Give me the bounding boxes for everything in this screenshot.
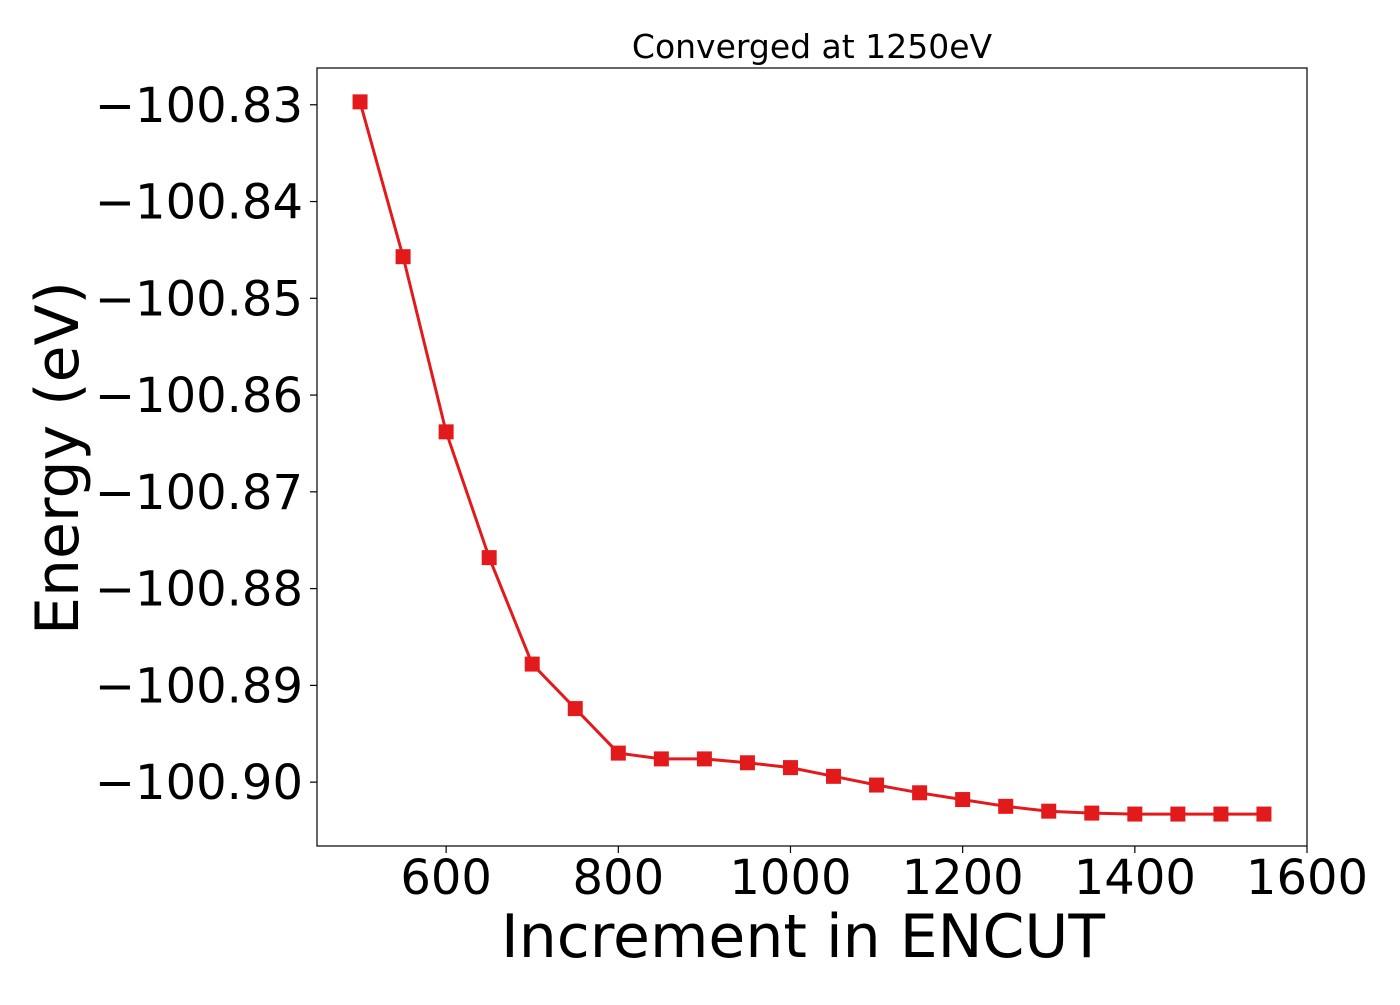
data-point <box>998 798 1014 814</box>
y-tick-label: −100.89 <box>95 658 303 714</box>
x-tick-label: 1000 <box>729 850 851 906</box>
data-point <box>869 777 885 793</box>
data-point <box>955 792 971 808</box>
y-tick-label: −100.88 <box>95 562 303 618</box>
y-axis-label: Energy (eV) <box>23 281 93 635</box>
data-point <box>567 701 583 717</box>
y-tick-label: −100.87 <box>95 465 303 521</box>
data-point <box>1170 806 1186 822</box>
data-point <box>1041 803 1057 819</box>
x-tick-label: 1600 <box>1246 850 1368 906</box>
data-point <box>653 751 669 767</box>
x-axis-label: Increment in ENCUT <box>501 902 1105 972</box>
y-tick-label: −100.83 <box>95 78 303 134</box>
y-tick-label: −100.85 <box>95 271 303 327</box>
x-tick-label: 1400 <box>1074 850 1196 906</box>
data-point <box>481 550 497 566</box>
data-point <box>1084 805 1100 821</box>
data-point <box>438 424 454 440</box>
plot-area: 600 800 1000 1200 1400 1600 −100.83 −100.84 −100… <box>95 67 1368 906</box>
data-point <box>610 745 626 761</box>
data-point <box>524 656 540 672</box>
data-point <box>826 768 842 784</box>
series-line <box>358 101 1264 816</box>
data-point <box>1213 806 1229 822</box>
data-point <box>352 94 368 110</box>
y-tick-label: −100.84 <box>95 175 303 231</box>
chart-title: Converged at 1250eV <box>632 27 993 66</box>
data-point <box>912 785 928 801</box>
data-point <box>395 249 411 265</box>
y-tick-label: −100.90 <box>95 755 303 811</box>
x-tick-label: 1200 <box>902 850 1024 906</box>
data-point <box>1256 806 1272 822</box>
data-point <box>1127 806 1143 822</box>
y-tick-label: −100.86 <box>95 368 303 424</box>
x-tick-label: 800 <box>572 850 664 906</box>
x-tick-label: 600 <box>400 850 492 906</box>
plot-frame <box>316 67 1308 847</box>
data-point <box>739 755 755 771</box>
data-point <box>782 760 798 776</box>
data-point <box>696 751 712 767</box>
